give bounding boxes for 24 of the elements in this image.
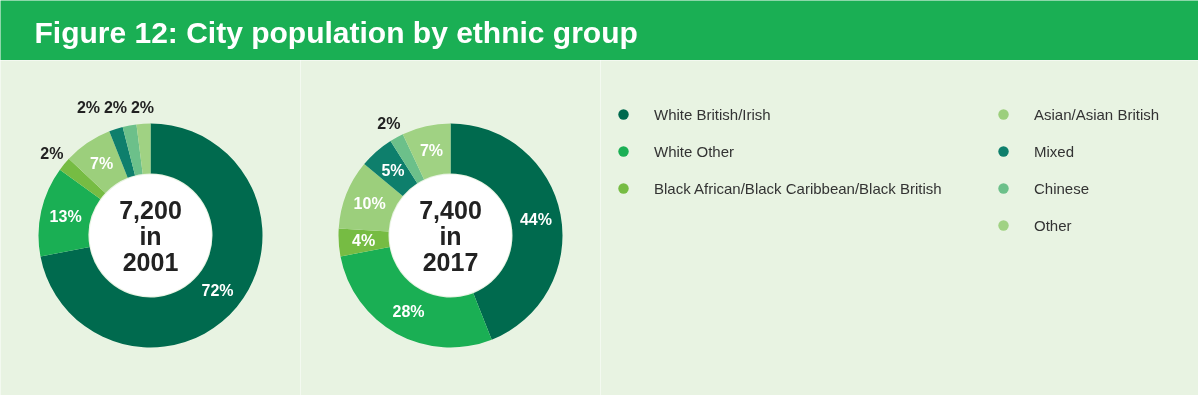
legend-label: White Other <box>654 142 735 160</box>
data-label: 2% <box>103 99 128 117</box>
data-label: 2% <box>76 99 101 117</box>
data-label: 2% <box>377 114 401 132</box>
data-label: 7% <box>90 155 114 173</box>
legend-label: Mixed <box>1034 142 1075 160</box>
data-label: 2% <box>130 99 155 117</box>
data-label: 7% <box>419 142 444 160</box>
data-label: 5% <box>381 161 405 179</box>
chart-title: Figure 12: City population by ethnic group <box>34 16 638 49</box>
data-label: 44% <box>519 210 552 228</box>
data-label: 72% <box>201 282 234 300</box>
data-label: 4% <box>352 232 376 250</box>
legend-label: Asian/Asian British <box>1034 105 1160 123</box>
legend-label: Other <box>1034 216 1072 234</box>
data-label: 28% <box>392 303 425 321</box>
slice-label: 7,200 in 2001 <box>119 195 182 276</box>
legend-label: Black African/Black Caribbean/Black British <box>654 179 942 197</box>
data-label: 10% <box>353 194 386 212</box>
data-label: 13% <box>49 208 82 226</box>
data-label: 2% <box>40 145 64 163</box>
legend-label: White British/Irish <box>654 105 771 123</box>
legend-label: Chinese <box>1034 179 1090 197</box>
slice-label: 7,400 in 2017 <box>419 195 482 276</box>
